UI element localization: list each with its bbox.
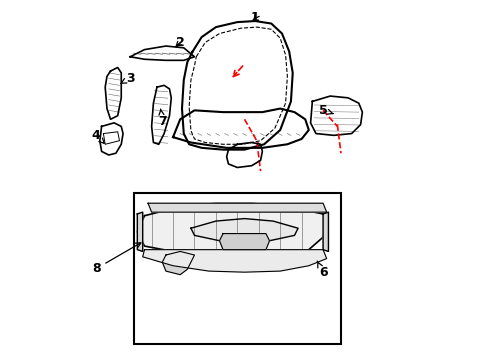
Text: 6: 6 bbox=[317, 261, 327, 279]
Text: 2: 2 bbox=[176, 36, 184, 49]
Text: 7: 7 bbox=[158, 109, 166, 127]
Text: 3: 3 bbox=[121, 72, 134, 85]
Polygon shape bbox=[219, 234, 269, 249]
Polygon shape bbox=[323, 212, 328, 251]
Polygon shape bbox=[137, 203, 326, 258]
Text: 8: 8 bbox=[92, 243, 141, 275]
Text: 5: 5 bbox=[318, 104, 332, 117]
Polygon shape bbox=[190, 219, 298, 243]
Text: 4: 4 bbox=[92, 129, 104, 143]
Text: 1: 1 bbox=[250, 11, 259, 24]
Polygon shape bbox=[162, 251, 194, 275]
Bar bbox=[134, 193, 340, 344]
Polygon shape bbox=[137, 212, 142, 251]
Polygon shape bbox=[148, 203, 326, 212]
Polygon shape bbox=[142, 249, 326, 272]
